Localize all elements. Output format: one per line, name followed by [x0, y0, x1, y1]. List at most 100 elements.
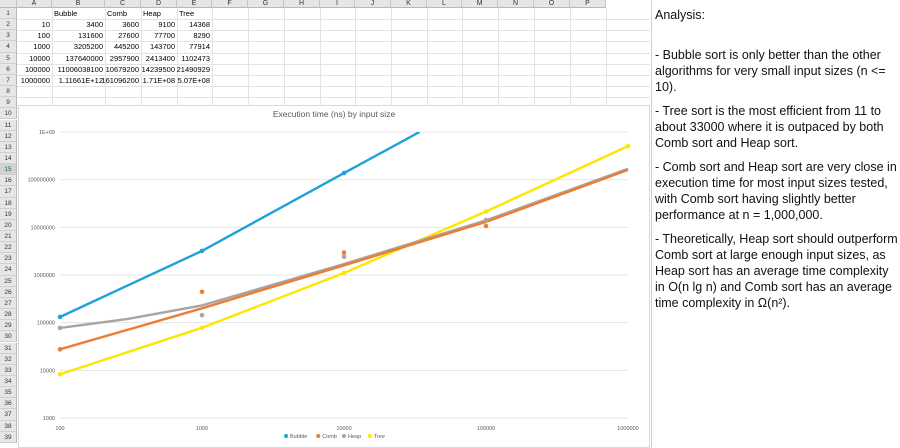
- row-header-8[interactable]: 8: [0, 86, 17, 98]
- row-header-4[interactable]: 4: [0, 41, 17, 53]
- column-header-k[interactable]: K: [391, 0, 427, 8]
- table-header-comb[interactable]: Comb: [107, 9, 128, 18]
- table-cell[interactable]: 1102473: [181, 53, 210, 63]
- row-header-5[interactable]: 5: [0, 52, 17, 64]
- column-header-i[interactable]: I: [320, 0, 355, 8]
- row-header-3[interactable]: 3: [0, 30, 17, 42]
- table-cell[interactable]: 77914: [189, 42, 210, 52]
- row-header-9[interactable]: 9: [0, 97, 17, 109]
- row-header-21[interactable]: 21: [0, 231, 17, 243]
- column-header-b[interactable]: B: [52, 0, 105, 8]
- row-header-18[interactable]: 18: [0, 197, 17, 209]
- table-cell[interactable]: 8290: [193, 31, 210, 41]
- row-header-17[interactable]: 17: [0, 186, 17, 198]
- legend-label-bubble: Bubble: [290, 434, 307, 440]
- row-header-11[interactable]: 11: [0, 119, 17, 131]
- table-cell[interactable]: 1000: [33, 42, 50, 52]
- column-header-p[interactable]: P: [570, 0, 606, 8]
- row-header-32[interactable]: 32: [0, 353, 17, 365]
- table-cell[interactable]: 143700: [149, 42, 175, 52]
- column-header-f[interactable]: F: [212, 0, 248, 8]
- row-header-23[interactable]: 23: [0, 253, 17, 265]
- column-header-o[interactable]: O: [534, 0, 570, 8]
- row-header-10[interactable]: 10: [0, 108, 17, 120]
- row-header-38[interactable]: 38: [0, 420, 17, 432]
- row-header-2[interactable]: 2: [0, 19, 17, 31]
- row-header-1[interactable]: 1: [0, 8, 17, 20]
- table-cell[interactable]: 131600: [77, 31, 103, 41]
- table-cell[interactable]: 27600: [118, 31, 139, 41]
- table-cell[interactable]: 14239500: [141, 64, 175, 74]
- row-header-26[interactable]: 26: [0, 286, 17, 298]
- row-header-6[interactable]: 6: [0, 63, 17, 75]
- data-point-tree: [57, 371, 63, 377]
- column-header-n[interactable]: N: [498, 0, 534, 8]
- table-cell[interactable]: 3400: [86, 20, 103, 30]
- row-header-31[interactable]: 31: [0, 342, 17, 354]
- row-header-25[interactable]: 25: [0, 275, 17, 287]
- row-header-37[interactable]: 37: [0, 409, 17, 421]
- spreadsheet[interactable]: A B C D E F G H I J K L M N O P 1 2 3 4 5 6 7 8 9 10 11 12 13 14 15 16 1…: [0, 0, 650, 448]
- table-cell[interactable]: 137640000: [65, 53, 103, 63]
- table-header-bubble[interactable]: Bubble: [54, 9, 78, 18]
- table-cell[interactable]: 10679200: [105, 64, 139, 74]
- analysis-paragraph-3: - Comb sort and Heap sort are very close…: [655, 160, 897, 222]
- table-cell[interactable]: 77700: [154, 31, 175, 41]
- row-header-28[interactable]: 28: [0, 309, 17, 321]
- row-header-35[interactable]: 35: [0, 387, 17, 399]
- table-cell[interactable]: 3600: [122, 20, 139, 30]
- table-cell[interactable]: 1000000: [20, 75, 50, 85]
- table-cell[interactable]: 10: [41, 20, 50, 30]
- row-header-24[interactable]: 24: [0, 264, 17, 276]
- table-cell[interactable]: 445200: [113, 42, 139, 52]
- row-header-22[interactable]: 22: [0, 242, 17, 254]
- column-header-a[interactable]: A: [17, 0, 52, 8]
- table-header-tree[interactable]: Tree: [179, 9, 195, 18]
- grid-row-line: [17, 30, 650, 32]
- table-cell[interactable]: 11006038100: [57, 64, 103, 74]
- table-cell[interactable]: 100000: [24, 64, 50, 74]
- row-header-33[interactable]: 33: [0, 364, 17, 376]
- row-header-19[interactable]: 19: [0, 208, 17, 220]
- legend-label-comb: Comb: [322, 434, 337, 440]
- table-cell[interactable]: 161096200: [101, 75, 139, 85]
- table-cell[interactable]: 100: [37, 31, 50, 41]
- row-header-7[interactable]: 7: [0, 74, 17, 87]
- analysis-textbox[interactable]: Analysis: - Bubble sort is only better t…: [651, 0, 900, 448]
- table-cell[interactable]: 1.11661E+12: [58, 75, 103, 85]
- table-cell[interactable]: 14368: [189, 20, 210, 30]
- row-header-27[interactable]: 27: [0, 297, 17, 310]
- row-header-36[interactable]: 36: [0, 398, 17, 410]
- select-all-corner[interactable]: [0, 0, 17, 8]
- table-cell[interactable]: 3205200: [73, 42, 103, 52]
- column-header-l[interactable]: L: [427, 0, 462, 8]
- row-header-12[interactable]: 12: [0, 130, 17, 142]
- column-header-c[interactable]: C: [105, 0, 141, 8]
- table-cell[interactable]: 1.71E+08: [142, 75, 175, 85]
- column-header-d[interactable]: D: [141, 0, 177, 8]
- table-cell[interactable]: 2957900: [109, 53, 139, 63]
- row-header-16[interactable]: 16: [0, 175, 17, 187]
- row-header-14[interactable]: 14: [0, 152, 17, 165]
- row-header-34[interactable]: 34: [0, 375, 17, 388]
- table-cell[interactable]: 5.07E+08: [177, 75, 210, 85]
- trendline-heap: [60, 167, 629, 330]
- row-header-39[interactable]: 39: [0, 431, 17, 443]
- row-header-30[interactable]: 30: [0, 331, 17, 343]
- row-header-15[interactable]: 15: [0, 164, 17, 176]
- row-header-20[interactable]: 20: [0, 219, 17, 231]
- column-header-m[interactable]: M: [462, 0, 498, 8]
- column-header-e[interactable]: E: [177, 0, 212, 8]
- table-cell[interactable]: 2413400: [145, 53, 175, 63]
- table-cell[interactable]: 9100: [158, 20, 175, 30]
- row-header-13[interactable]: 13: [0, 141, 17, 153]
- column-header-j[interactable]: J: [355, 0, 391, 8]
- row-header-29[interactable]: 29: [0, 320, 17, 332]
- column-header-g[interactable]: G: [248, 0, 284, 8]
- column-header-h[interactable]: H: [284, 0, 320, 8]
- table-cell[interactable]: 21490929: [176, 64, 210, 74]
- table-cell[interactable]: 10000: [29, 53, 50, 63]
- table-header-heap[interactable]: Heap: [143, 9, 161, 18]
- execution-time-chart[interactable]: 1000 10000 100000 1000000 10000000 100000000 1…: [18, 105, 650, 448]
- grid-row-line: [17, 52, 650, 54]
